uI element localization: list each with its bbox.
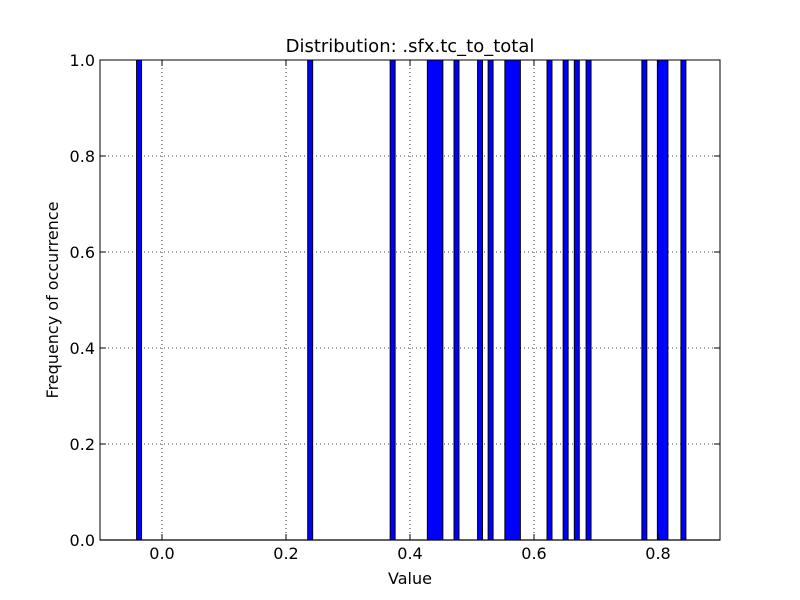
x-tick-label: 0.4 — [397, 544, 422, 563]
histogram-bar — [562, 59, 569, 541]
histogram-bar — [656, 59, 669, 541]
y-tick-label: 0.8 — [70, 147, 95, 166]
histogram-bar — [573, 59, 580, 541]
histogram-bar — [641, 59, 648, 541]
ticks: 0.0 0.2 0.4 0.6 0.8 0.0 0.2 0.4 0.6 0.8 1.0 — [70, 51, 720, 563]
histogram-bar — [585, 59, 592, 541]
histogram-bar — [487, 59, 494, 541]
y-axis-label: Frequency of occurrence — [43, 202, 62, 399]
y-tick-label: 0.2 — [70, 435, 95, 454]
y-tick-label: 0.0 — [70, 531, 95, 550]
plot-frame — [99, 59, 721, 541]
histogram-bar — [426, 59, 444, 541]
histogram-bar — [136, 59, 143, 541]
histogram-bar — [504, 59, 521, 541]
histogram-bar — [307, 59, 314, 541]
x-axis-label: Value — [388, 569, 432, 588]
x-tick-label: 0.2 — [273, 544, 298, 563]
x-tick-label: 0.6 — [521, 544, 546, 563]
y-tick-label: 1.0 — [70, 51, 95, 70]
histogram-bar — [477, 59, 484, 541]
histogram-bar — [389, 59, 396, 541]
histogram-bar — [680, 59, 687, 541]
x-tick-label: 0.8 — [645, 544, 670, 563]
histogram-bar — [546, 59, 553, 541]
y-tick-label: 0.6 — [70, 243, 95, 262]
histogram-bar — [453, 59, 460, 541]
y-tick-label: 0.4 — [70, 339, 95, 358]
chart-title: Distribution: .sfx.tc_to_total — [286, 36, 535, 57]
x-tick-label: 0.0 — [149, 544, 174, 563]
